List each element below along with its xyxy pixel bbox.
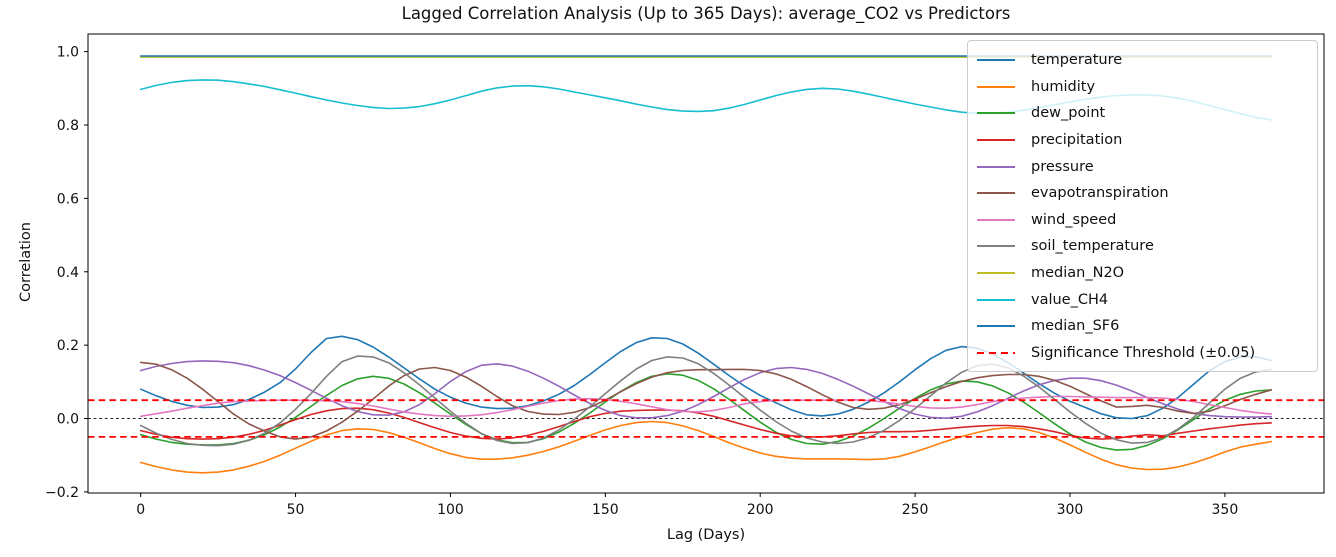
series-line-temperature [139, 335, 1273, 420]
legend-item-label: humidity [1031, 78, 1096, 95]
x-tick-label: 300 [1057, 502, 1084, 518]
legend-line-swatch [977, 139, 1015, 142]
x-tick-label: 0 [136, 502, 145, 518]
x-tick-label: 50 [287, 502, 305, 518]
plot-border [87, 33, 1325, 494]
legend-item: pressure [977, 153, 1317, 180]
y-axis-label: Correlation [18, 222, 34, 302]
legend-item-label: precipitation [1031, 132, 1123, 149]
legend-item: evapotranspiration [977, 180, 1317, 207]
legend-item-label: median_N2O [1031, 265, 1125, 282]
legend-item: soil_temperature [977, 233, 1317, 260]
legend-item-label: median_SF6 [1031, 318, 1120, 335]
x-tick-label: 200 [747, 502, 774, 518]
legend-item: value_CH4 [977, 286, 1317, 313]
y-tick-label: −0.2 [45, 485, 79, 501]
legend-item: dew_point [977, 100, 1317, 127]
legend-item-label: dew_point [1031, 105, 1106, 122]
x-tick-label: 250 [902, 502, 929, 518]
legend-line-swatch [977, 59, 1015, 62]
chart-title: Lagged Correlation Analysis (Up to 365 D… [401, 4, 1011, 23]
legend-item: temperature [977, 47, 1317, 74]
legend-item: median_SF6 [977, 313, 1317, 340]
x-tick-label: 100 [437, 502, 464, 518]
legend-line-swatch [977, 245, 1015, 248]
legend-item-label: temperature [1031, 52, 1123, 69]
legend-item-label: evapotranspiration [1031, 185, 1169, 202]
legend-line-swatch [977, 272, 1015, 275]
series-line-dew_point [139, 372, 1273, 451]
y-tick-label: 0.2 [57, 338, 79, 354]
x-axis-label: Lag (Days) [666, 527, 746, 543]
y-tick-label: 0.6 [57, 191, 79, 207]
legend-item: humidity [977, 74, 1317, 101]
legend-line-swatch [977, 85, 1015, 88]
legend-line-swatch [977, 192, 1015, 195]
y-tick-label: 1.0 [57, 45, 79, 61]
series-line-humidity [139, 420, 1273, 474]
legend-line-swatch [977, 165, 1015, 168]
legend: temperature humidity dew_point precipitatio… [967, 40, 1318, 372]
legend-item-label: soil_temperature [1031, 238, 1154, 255]
y-tick-label: 0.4 [57, 265, 79, 281]
legend-item-label: pressure [1031, 158, 1094, 175]
y-tick-label: 0.0 [57, 412, 79, 428]
legend-item-label: wind_speed [1031, 211, 1117, 228]
x-tick-label: 150 [592, 502, 619, 518]
legend-item: precipitation [977, 127, 1317, 154]
legend-item-label: value_CH4 [1031, 291, 1109, 308]
legend-item-label: Significance Threshold (±0.05) [1031, 344, 1256, 361]
x-tick-label: 350 [1212, 502, 1239, 518]
legend-item: Significance Threshold (±0.05) [977, 340, 1317, 367]
series-line-evapotranspiration [139, 361, 1273, 440]
series-line-soil_temperature [139, 355, 1273, 447]
legend-line-swatch [977, 218, 1015, 221]
legend-line-swatch [977, 325, 1015, 328]
legend-line-swatch [977, 112, 1015, 115]
legend-item: median_N2O [977, 260, 1317, 287]
series-line-precipitation [139, 407, 1273, 440]
legend-dashed-swatch [977, 351, 1015, 355]
y-tick-label: 0.8 [57, 118, 79, 134]
legend-line-swatch [977, 298, 1015, 301]
legend-item: wind_speed [977, 207, 1317, 234]
